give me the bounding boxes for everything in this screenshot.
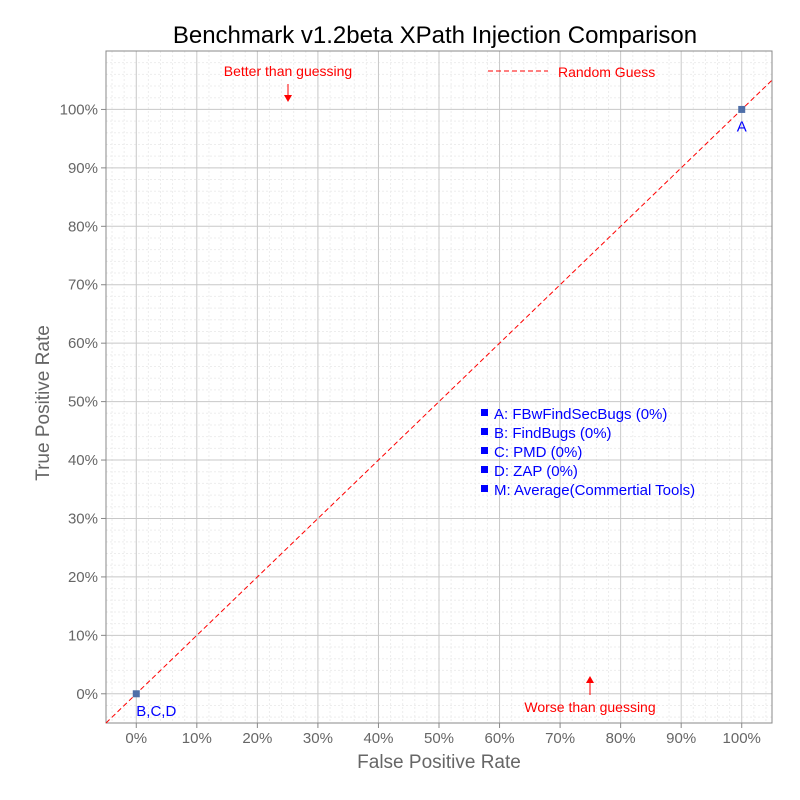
key-entry: C: PMD (0%) bbox=[494, 444, 582, 461]
x-tick-label: 70% bbox=[545, 730, 575, 747]
key-marker bbox=[481, 447, 488, 454]
key-marker bbox=[481, 485, 488, 492]
y-tick-label: 100% bbox=[60, 101, 98, 118]
random-guess-line bbox=[105, 79, 773, 724]
y-tick-label: 10% bbox=[68, 627, 98, 644]
y-tick-label: 20% bbox=[68, 569, 98, 586]
key-marker bbox=[481, 428, 488, 435]
key-marker bbox=[481, 466, 488, 473]
worse-arrow-head bbox=[586, 676, 594, 683]
data-point-label: A bbox=[737, 118, 747, 135]
data-point bbox=[132, 690, 140, 698]
x-tick-label: 10% bbox=[182, 730, 212, 747]
data-point-label: B,C,D bbox=[136, 703, 176, 720]
key-entry: M: Average(Commertial Tools) bbox=[494, 482, 695, 499]
key-entry: B: FindBugs (0%) bbox=[494, 425, 612, 442]
key-entry: D: ZAP (0%) bbox=[494, 463, 578, 480]
better-arrow-head bbox=[284, 95, 292, 102]
y-tick-label: 90% bbox=[68, 160, 98, 177]
x-tick-label: 60% bbox=[485, 730, 515, 747]
chart-title: Benchmark v1.2beta XPath Injection Compa… bbox=[173, 22, 697, 49]
x-tick-label: 40% bbox=[363, 730, 393, 747]
key-marker bbox=[481, 409, 488, 416]
x-tick-label: 90% bbox=[666, 730, 696, 747]
y-tick-label: 50% bbox=[68, 394, 98, 411]
x-tick-label: 20% bbox=[242, 730, 272, 747]
x-tick-label: 50% bbox=[424, 730, 454, 747]
y-tick-label: 0% bbox=[76, 686, 98, 703]
y-tick-label: 70% bbox=[68, 277, 98, 294]
y-axis-label: True Positive Rate bbox=[33, 325, 54, 481]
worse-than-guessing-annotation: Worse than guessing bbox=[524, 699, 655, 715]
key-entry: A: FBwFindSecBugs (0%) bbox=[494, 406, 667, 423]
y-tick-label: 30% bbox=[68, 510, 98, 527]
y-tick-label: 60% bbox=[68, 335, 98, 352]
x-tick-label: 100% bbox=[723, 730, 761, 747]
x-tick-label: 0% bbox=[125, 730, 147, 747]
y-tick-label: 80% bbox=[68, 218, 98, 235]
better-than-guessing-annotation: Better than guessing bbox=[224, 63, 352, 79]
legend-label: Random Guess bbox=[558, 64, 655, 80]
y-tick-label: 40% bbox=[68, 452, 98, 469]
data-point bbox=[738, 105, 746, 113]
plot-area: 0% 10% 20% 30% 40% 50% 60% 70% 80% 90% 100% 0% 10% 20… bbox=[60, 50, 773, 747]
x-tick-label: 30% bbox=[303, 730, 333, 747]
x-tick-label: 80% bbox=[606, 730, 636, 747]
x-axis-label: False Positive Rate bbox=[357, 752, 521, 773]
